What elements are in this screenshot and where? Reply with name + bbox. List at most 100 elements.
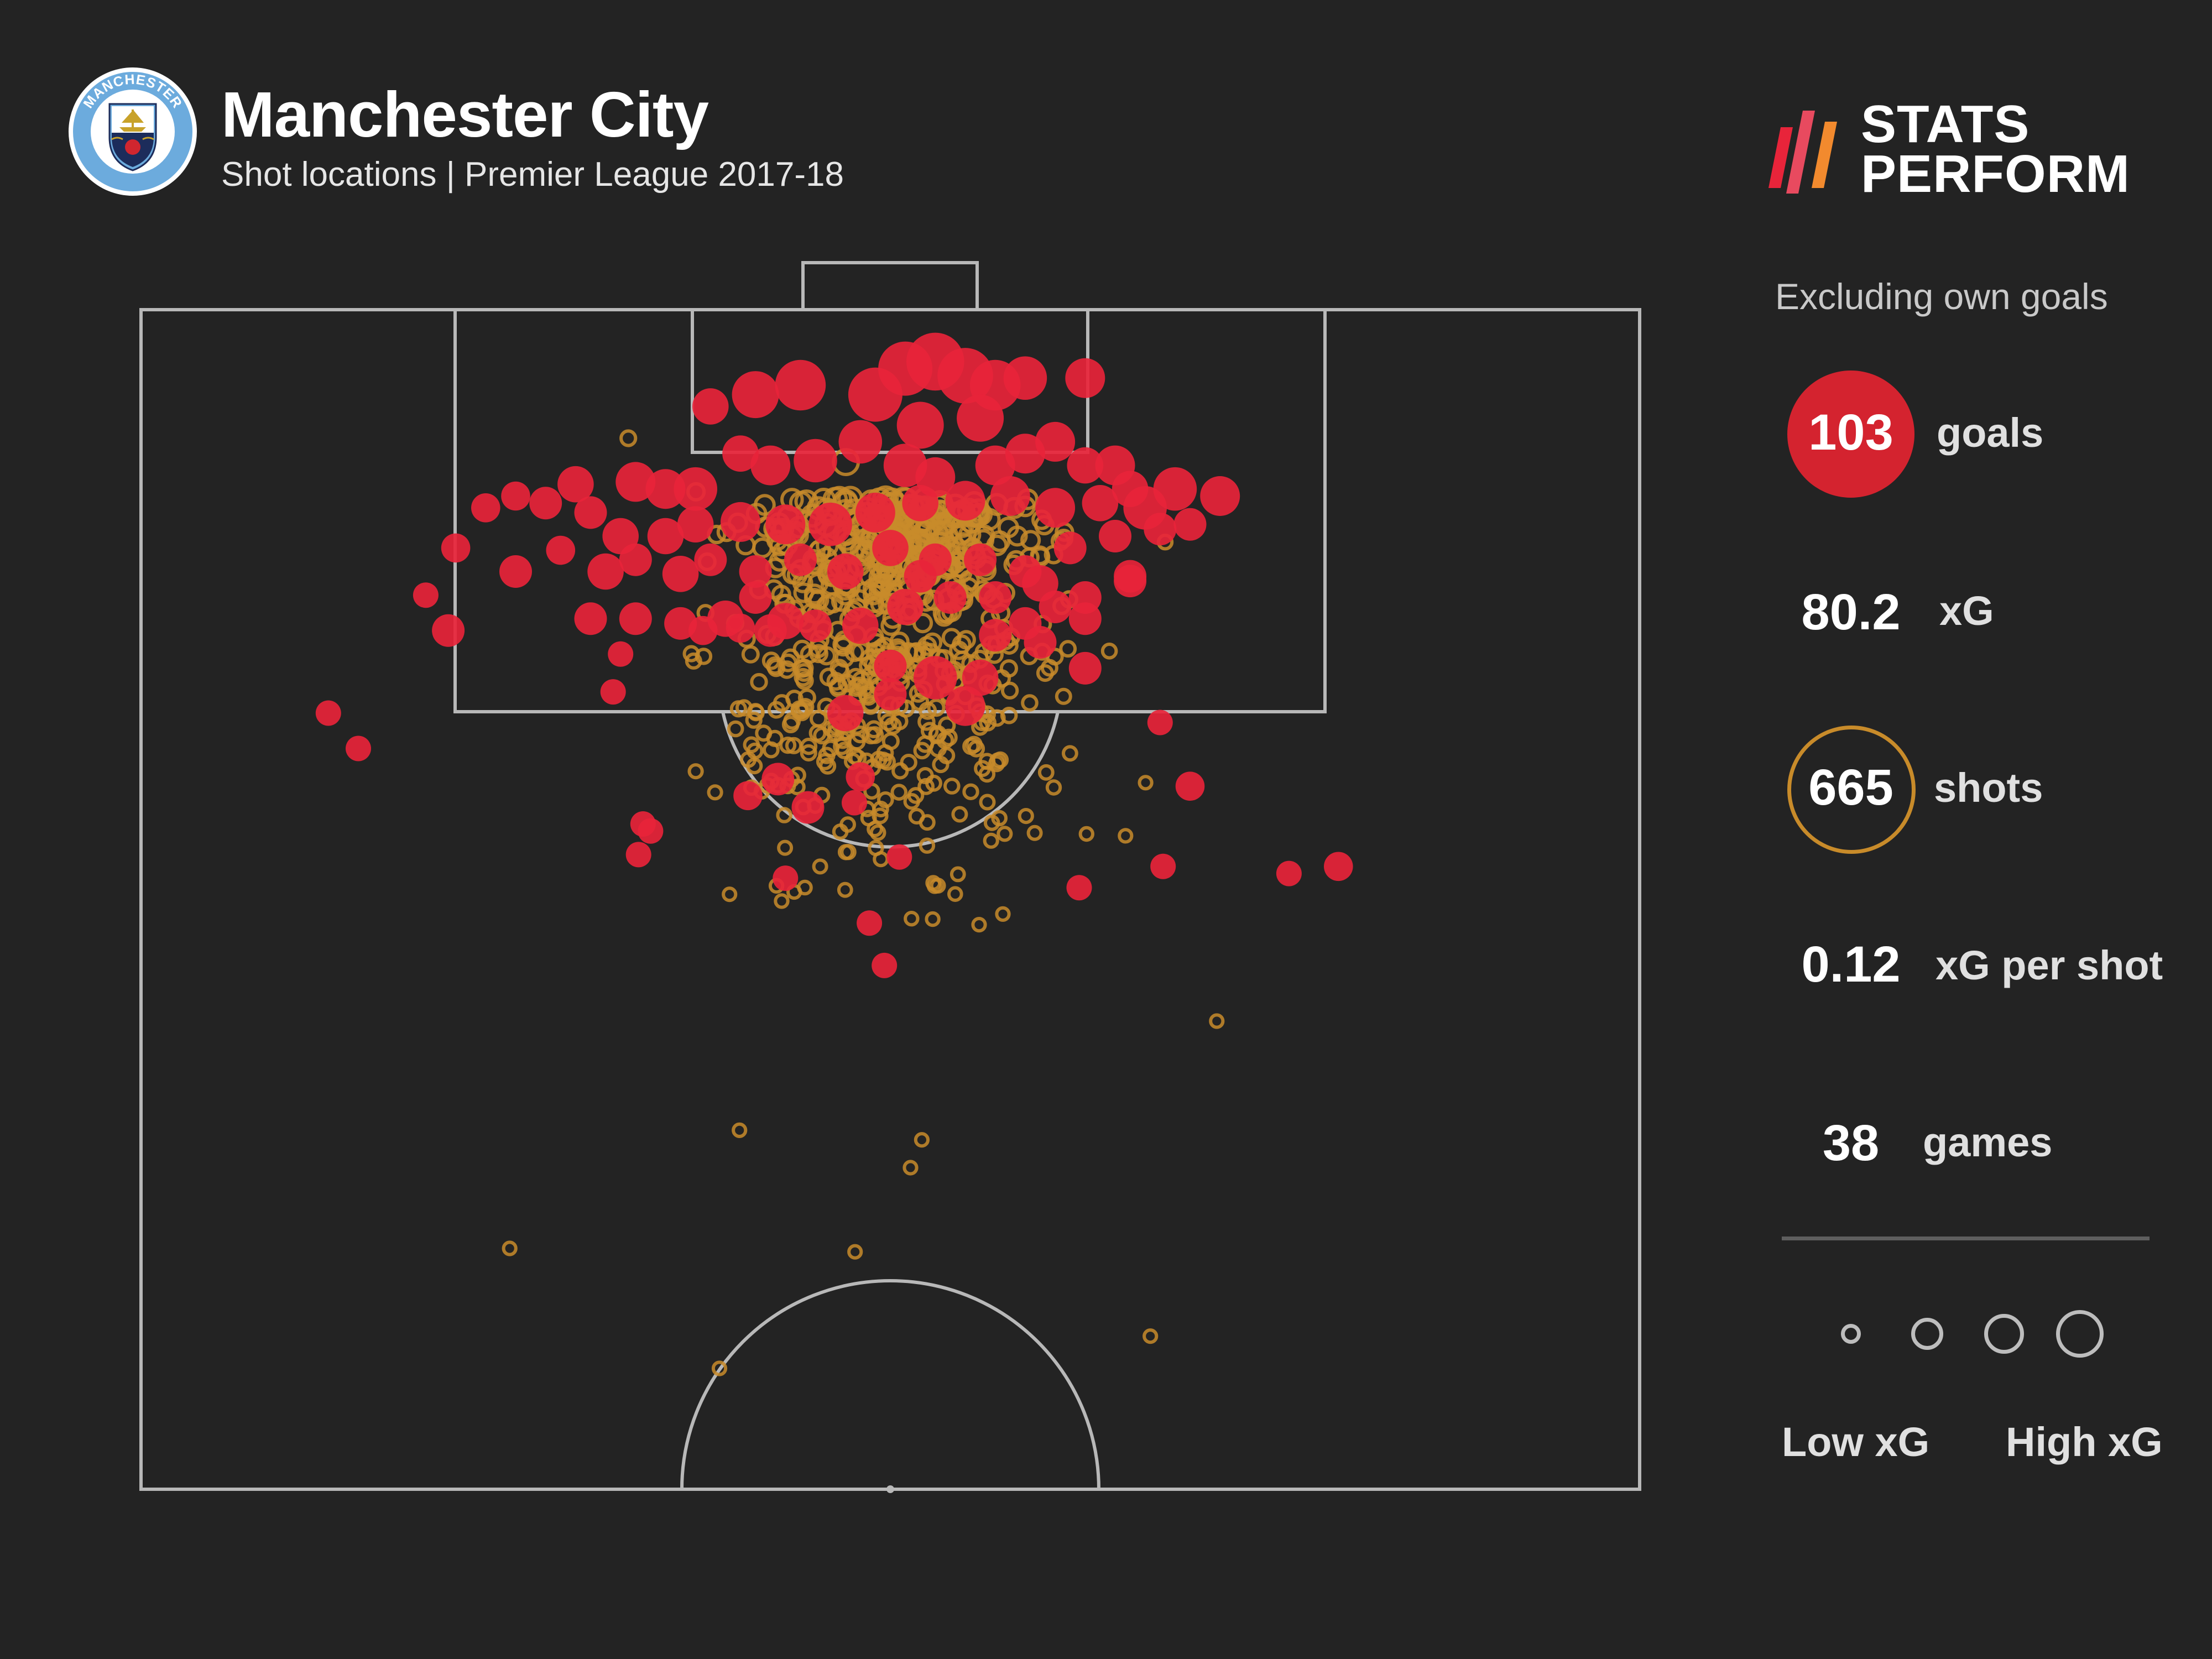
shot-marker: [832, 634, 853, 655]
goal-marker: [574, 602, 607, 635]
shot-marker: [1020, 530, 1041, 551]
shot-marker: [902, 1160, 919, 1176]
goal-marker: [529, 487, 562, 520]
goal-marker: [1067, 447, 1104, 484]
goal-marker: [662, 556, 699, 592]
shot-marker: [1138, 775, 1154, 791]
shot-marker: [860, 810, 877, 827]
shot-marker: [958, 523, 982, 546]
shot-marker: [922, 632, 943, 653]
legend-high-label: High xG: [2006, 1419, 2163, 1465]
shot-marker: [978, 753, 996, 770]
goal-marker: [733, 781, 763, 811]
goal-marker: [990, 476, 1030, 516]
goal-marker: [799, 609, 832, 643]
centre-spot: [886, 1485, 894, 1493]
goal-marker: [471, 493, 500, 523]
shot-marker: [1142, 1328, 1159, 1344]
shot-marker: [817, 646, 836, 666]
shot-marker: [732, 1122, 748, 1139]
shot-marker: [711, 1360, 728, 1376]
goal-marker: [784, 543, 817, 576]
shots-badge: [1787, 726, 1916, 854]
shot-marker: [979, 713, 997, 732]
xg-label: xG: [1939, 588, 1994, 634]
shot-marker: [861, 696, 880, 715]
shot-marker: [907, 787, 925, 804]
goal-marker: [638, 818, 664, 844]
shot-marker: [837, 881, 853, 898]
goal-marker: [874, 649, 907, 682]
goal-marker: [765, 504, 806, 545]
goal-marker: [904, 560, 937, 593]
shot-marker: [816, 753, 834, 770]
shot-marker: [1045, 779, 1062, 796]
shot-marker: [872, 573, 895, 596]
goal-marker: [1150, 853, 1176, 879]
goal-marker: [501, 481, 530, 511]
goal-marker: [775, 359, 826, 411]
shot-marker: [793, 582, 814, 603]
goal-marker: [1066, 875, 1092, 901]
goal-marker: [499, 555, 532, 588]
shot-marker: [727, 720, 744, 738]
shot-marker: [797, 879, 813, 896]
centre-circle: [680, 1279, 1100, 1490]
shot-marker: [781, 716, 800, 733]
shot-marker: [890, 784, 907, 801]
shot-marker: [695, 648, 713, 665]
shot-marker: [1059, 640, 1077, 658]
goal-marker: [872, 530, 909, 566]
shot-marker: [774, 893, 790, 909]
goal-marker: [887, 588, 924, 625]
games-label: games: [1923, 1119, 2053, 1165]
shot-marker: [795, 663, 813, 682]
xg-per-shot-label: xG per shot: [1936, 942, 2163, 988]
shot-marker: [776, 807, 792, 823]
club-crest-icon: MANCHESTER CITY 18 94: [69, 67, 197, 196]
shot-marker: [1037, 764, 1055, 781]
shot-marker: [1026, 825, 1043, 841]
shot-marker: [891, 762, 909, 780]
goals-value: 103: [1808, 404, 1893, 461]
goal-marker: [750, 445, 791, 486]
goal-marker: [739, 555, 772, 588]
shot-marker: [722, 886, 738, 902]
shot-marker: [800, 744, 817, 762]
shot-marker: [967, 740, 985, 758]
goal-marker: [574, 496, 607, 529]
shot-marker: [847, 1244, 863, 1260]
shot-marker: [999, 659, 1019, 678]
shot-marker: [938, 716, 956, 734]
shot-marker: [906, 642, 927, 662]
shot-marker: [928, 726, 946, 744]
shot-marker: [1006, 525, 1028, 547]
goal-marker: [945, 481, 985, 521]
crest-year-left: 18: [92, 129, 101, 138]
goal-marker: [857, 910, 883, 936]
shot-marker: [865, 726, 884, 744]
shot-marker: [1021, 694, 1039, 712]
goal-marker: [914, 656, 957, 700]
goal-marker: [848, 367, 902, 422]
shot-marker: [927, 698, 946, 717]
goal-marker: [619, 602, 652, 635]
goal-marker: [964, 543, 997, 576]
shot-marker: [1118, 828, 1134, 844]
goal-marker: [739, 581, 772, 614]
goal-marker: [1200, 476, 1240, 516]
goal-marker: [855, 492, 895, 533]
shot-marker: [785, 737, 803, 754]
legend-size-2: [1911, 1318, 1943, 1350]
goal-marker: [979, 619, 1012, 652]
goal-marker: [722, 435, 759, 472]
shot-marker: [809, 644, 828, 664]
goal-marker: [1144, 513, 1177, 546]
shot-marker: [741, 645, 760, 664]
pitch-lines: [139, 261, 1641, 1491]
shot-marker: [502, 1240, 518, 1256]
shot-marker: [991, 810, 1008, 827]
shot-marker: [619, 429, 638, 447]
goal-marker: [767, 603, 804, 639]
